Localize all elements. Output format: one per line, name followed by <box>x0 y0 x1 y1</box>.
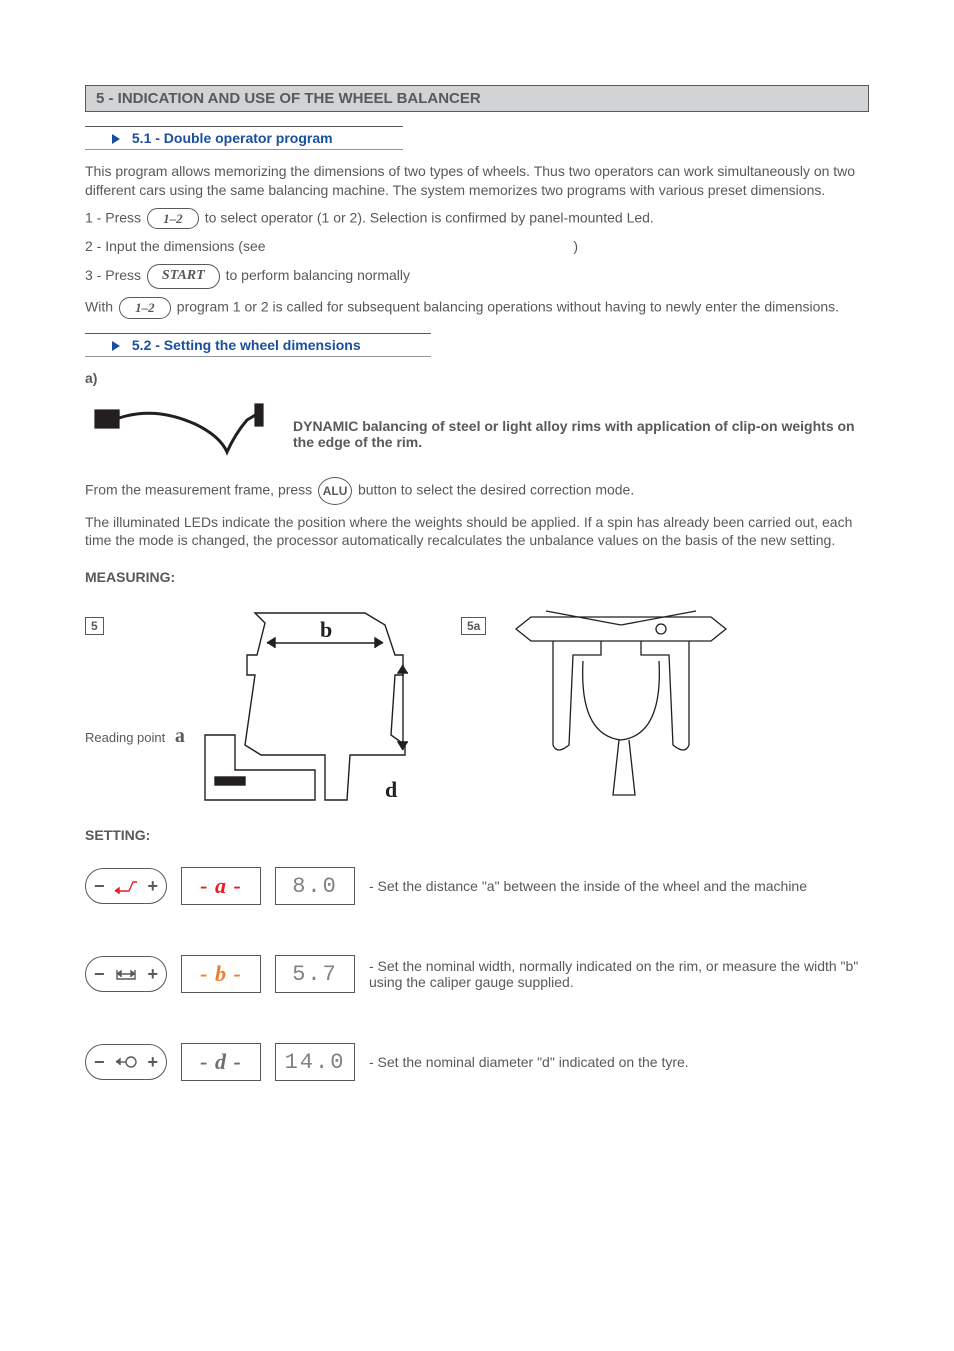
button-alu: ALU <box>318 477 352 505</box>
step-1: 1 - Press 1–2 to select operator (1 or 2… <box>85 208 869 230</box>
with-post: program 1 or 2 is called for subsequent … <box>177 299 839 315</box>
plus-icon: + <box>147 1052 158 1073</box>
step2-pre: 2 - Input the dimensions (see <box>85 238 266 254</box>
setting-row-a: − + - a - 8.0 - Set the distance "a" bet… <box>85 867 869 905</box>
dim-d-char: d <box>385 777 397 802</box>
with-pre: With <box>85 299 113 315</box>
from-post: button to select the desired correction … <box>358 481 634 497</box>
measuring-label: MEASURING: <box>85 568 869 587</box>
intro-paragraph: This program allows memorizing the dimen… <box>85 162 869 200</box>
step3-post: to perform balancing normally <box>226 267 410 283</box>
arrow-icon <box>112 341 120 351</box>
section-title: 5 - INDICATION AND USE OF THE WHEEL BALA… <box>96 90 481 107</box>
step-3: 3 - Press START to perform balancing nor… <box>85 264 869 289</box>
setting-block: − + - a - 8.0 - Set the distance "a" bet… <box>85 867 869 1081</box>
plus-icon: + <box>147 876 158 897</box>
dim-a-label: a <box>175 725 185 747</box>
button-1-2: 1–2 <box>147 208 199 230</box>
selector-d: − + <box>85 1044 167 1080</box>
icon-distance-a <box>113 878 139 894</box>
figure-5a-label: 5a <box>461 617 486 635</box>
figure-5-svg: b d <box>85 595 445 815</box>
minus-icon: − <box>94 876 105 897</box>
figure-5a-wrap: 5a <box>461 595 821 818</box>
step1-pre: 1 - Press <box>85 209 141 225</box>
display-value-a: 8.0 <box>275 867 355 905</box>
clip-weight-diagram <box>85 396 275 469</box>
minus-icon: − <box>94 1052 105 1073</box>
setting-text-d: - Set the nominal diameter "d" indicated… <box>369 1054 869 1070</box>
display-value-d: 14.0 <box>275 1043 355 1081</box>
arrow-icon <box>112 134 120 144</box>
display-letter-d: - d - <box>181 1043 261 1081</box>
button-1-2-b: 1–2 <box>119 297 171 319</box>
dynamic-balancing-text: DYNAMIC balancing of steel or light allo… <box>293 396 869 450</box>
button-start: START <box>147 264 220 289</box>
subheading-5-2-wrap: 5.2 - Setting the wheel dimensions <box>85 333 869 357</box>
selector-a: − + <box>85 868 167 904</box>
measuring-figures: 5 Reading point a <box>85 595 869 818</box>
minus-icon: − <box>94 964 105 985</box>
step1-post: to select operator (1 or 2). Selection i… <box>205 209 654 225</box>
step3-pre: 3 - Press <box>85 267 141 283</box>
plus-icon: + <box>147 964 158 985</box>
setting-text-a: - Set the distance "a" between the insid… <box>369 878 869 894</box>
display-value-b: 5.7 <box>275 955 355 993</box>
setting-label: SETTING: <box>85 826 869 845</box>
step-2: 2 - Input the dimensions (see ) <box>85 237 869 256</box>
reading-point-label: Reading point a <box>85 725 185 748</box>
subheading-5-1: 5.1 - Double operator program <box>85 126 403 150</box>
setting-text-b: - Set the nominal width, normally indica… <box>369 958 869 990</box>
a-label: a) <box>85 369 869 388</box>
page: 5 - INDICATION AND USE OF THE WHEEL BALA… <box>0 0 954 1153</box>
from-pre: From the measurement frame, press <box>85 481 312 497</box>
from-line: From the measurement frame, press ALU bu… <box>85 477 869 505</box>
row-a: DYNAMIC balancing of steel or light allo… <box>85 396 869 469</box>
icon-diameter-d <box>113 1054 139 1070</box>
setting-row-d: − + - d - 14.0 - Set the nominal diamete… <box>85 1043 869 1081</box>
figure-5a-svg <box>461 595 791 815</box>
subheading-5-1-text: 5.1 - Double operator program <box>132 130 333 146</box>
selector-b: − + <box>85 956 167 992</box>
section-title-bar: 5 - INDICATION AND USE OF THE WHEEL BALA… <box>85 85 869 112</box>
figure-5-label: 5 <box>85 617 104 635</box>
step2-post: ) <box>573 238 578 254</box>
with-line: With 1–2 program 1 or 2 is called for su… <box>85 297 869 319</box>
icon-width-b <box>113 966 139 982</box>
figure-5-wrap: 5 Reading point a <box>85 595 445 818</box>
dim-b-char: b <box>320 617 332 642</box>
display-letter-b: - b - <box>181 955 261 993</box>
led-paragraph: The illuminated LEDs indicate the positi… <box>85 513 869 551</box>
subheading-5-1-wrap: 5.1 - Double operator program <box>85 126 869 150</box>
subheading-5-2-text: 5.2 - Setting the wheel dimensions <box>132 337 361 353</box>
subheading-5-2: 5.2 - Setting the wheel dimensions <box>85 333 431 357</box>
setting-row-b: − + - b - 5.7 - Set the nominal width, n… <box>85 955 869 993</box>
display-letter-a: - a - <box>181 867 261 905</box>
